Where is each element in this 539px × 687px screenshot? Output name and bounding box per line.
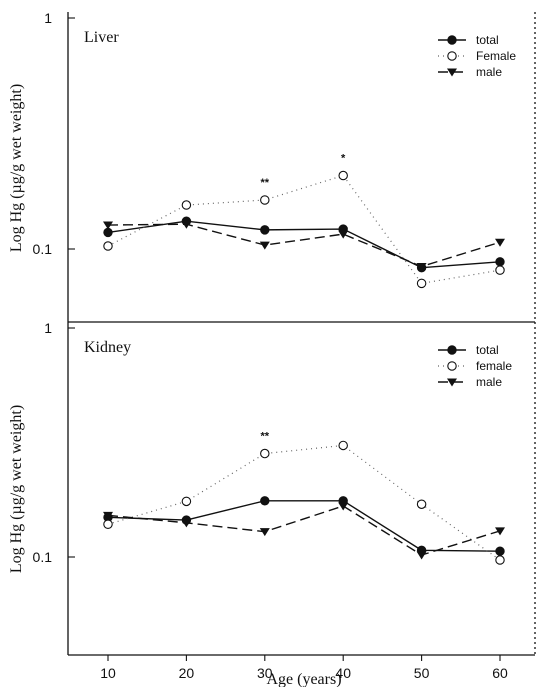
- data-point-male: [259, 241, 270, 250]
- panel-title: Kidney: [84, 339, 131, 356]
- x-axis: 10 20 30 40 50 60 Age (years): [100, 655, 508, 687]
- series-line-female: [107, 444, 501, 561]
- panel-title: Liver: [84, 29, 119, 46]
- y-tick-label: 1: [44, 10, 52, 26]
- legend-label: female: [476, 359, 512, 373]
- data-point-female: [260, 195, 270, 205]
- y-axis-label: Log Hg (µg/g wet weight): [8, 405, 25, 573]
- legend-marker-total: [447, 345, 457, 355]
- x-tick-label: 60: [492, 665, 508, 681]
- data-point-female: [416, 278, 427, 289]
- series-line-total: [107, 220, 501, 269]
- data-point-male: [338, 230, 349, 239]
- series-line-total: [107, 500, 501, 552]
- data-point-male: [338, 502, 349, 511]
- series-line-male: [107, 223, 501, 268]
- data-point-female: [181, 496, 192, 507]
- y-tick-label: 0.1: [33, 549, 53, 565]
- data-point-female: [416, 499, 427, 509]
- data-point-male: [495, 238, 505, 247]
- x-tick-label: 40: [335, 665, 351, 681]
- legend-label: total: [476, 343, 499, 357]
- x-axis-label: Age (years): [266, 671, 341, 687]
- data-point-female: [103, 241, 113, 251]
- data-point-female: [495, 555, 505, 565]
- legend-marker-female: [447, 51, 457, 61]
- legend-marker-male: [447, 68, 457, 77]
- legend-label: total: [476, 33, 499, 47]
- data-point-male: [103, 511, 113, 520]
- legend-marker-male: [447, 378, 457, 387]
- data-point-female: [495, 265, 505, 275]
- y-tick-label: 0.1: [33, 241, 53, 257]
- y-axis-label: Log Hg (µg/g wet weight): [8, 84, 25, 252]
- data-point-male: [259, 528, 270, 537]
- series-line-female: [107, 174, 501, 285]
- significance-label: **: [261, 431, 270, 443]
- x-tick-label: 10: [100, 665, 116, 681]
- legend-label: male: [476, 375, 502, 389]
- legend-marker-female: [447, 361, 457, 371]
- data-point-female: [338, 170, 348, 181]
- significance-label: **: [261, 177, 270, 189]
- significance-label: *: [341, 153, 346, 165]
- data-point-total: [495, 257, 505, 267]
- data-point-female: [260, 448, 270, 459]
- data-point-female: [181, 200, 192, 210]
- data-point-male: [181, 519, 192, 528]
- x-tick-label: 30: [257, 665, 273, 681]
- data-point-total: [260, 496, 270, 506]
- data-point-total: [495, 546, 505, 556]
- legend-marker-total: [447, 35, 457, 45]
- data-point-male: [416, 551, 427, 560]
- data-point-female: [103, 519, 113, 529]
- x-tick-label: 50: [414, 665, 430, 681]
- data-point-male: [181, 220, 192, 229]
- data-point-male: [495, 527, 505, 536]
- data-point-male: [103, 221, 113, 230]
- series-line-male: [107, 505, 501, 556]
- y-tick-label: 1: [44, 320, 52, 336]
- data-point-male: [416, 262, 427, 271]
- legend-label: Female: [476, 49, 516, 63]
- x-tick-label: 20: [179, 665, 195, 681]
- data-point-female: [338, 440, 348, 451]
- legend-label: male: [476, 65, 502, 79]
- data-point-total: [260, 225, 270, 235]
- kidney-panel: 1 0.1 Log Hg (µg/g wet weight) Kidney ** tota…: [8, 320, 512, 573]
